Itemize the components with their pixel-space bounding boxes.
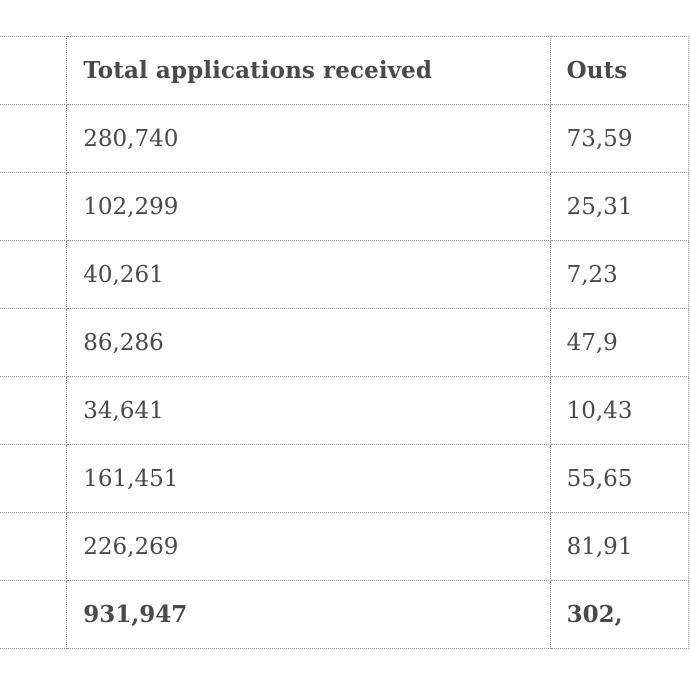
header-cell-total-applications: Total applications received [66, 36, 551, 105]
total-row: 931,947 302, [0, 580, 690, 649]
table-row: 40,261 7,23 [0, 240, 690, 309]
row-label-cell [0, 240, 68, 309]
header-row: Total applications received Outs [0, 36, 690, 105]
outstanding-cell: 10,43 [549, 376, 690, 445]
table-row: 161,451 55,65 [0, 444, 690, 513]
row-label-cell [0, 512, 68, 581]
table-row: 102,299 25,31 [0, 172, 690, 241]
applications-table: Total applications received Outs 280,740… [0, 36, 690, 649]
total-outstanding-cell: 302, [549, 580, 690, 649]
table-row: 86,286 47,9 [0, 308, 690, 377]
outstanding-cell: 73,59 [549, 104, 690, 173]
row-label-cell [0, 308, 68, 377]
row-label-cell [0, 172, 68, 241]
total-received-cell: 931,947 [66, 580, 551, 649]
received-cell: 102,299 [66, 172, 551, 241]
received-cell: 40,261 [66, 240, 551, 309]
outstanding-cell: 55,65 [549, 444, 690, 513]
row-label-cell [0, 104, 68, 173]
header-cell-outstanding: Outs [549, 36, 690, 105]
outstanding-cell: 7,23 [549, 240, 690, 309]
outstanding-cell: 81,91 [549, 512, 690, 581]
received-cell: 226,269 [66, 512, 551, 581]
row-label-cell [0, 376, 68, 445]
table-row: 34,641 10,43 [0, 376, 690, 445]
table-row: 280,740 73,59 [0, 104, 690, 173]
outstanding-cell: 47,9 [549, 308, 690, 377]
outstanding-cell: 25,31 [549, 172, 690, 241]
table-row: 226,269 81,91 [0, 512, 690, 581]
total-label-cell [0, 580, 68, 649]
header-cell-region [0, 36, 68, 105]
received-cell: 280,740 [66, 104, 551, 173]
received-cell: 86,286 [66, 308, 551, 377]
received-cell: 34,641 [66, 376, 551, 445]
received-cell: 161,451 [66, 444, 551, 513]
row-label-cell [0, 444, 68, 513]
